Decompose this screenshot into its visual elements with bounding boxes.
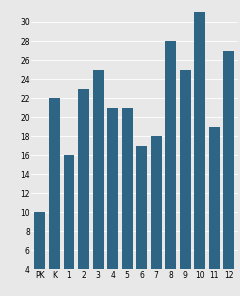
Bar <box>93 70 103 296</box>
Bar <box>64 155 74 296</box>
Bar <box>209 127 220 296</box>
Bar <box>194 12 205 296</box>
Bar <box>107 108 118 296</box>
Bar <box>136 146 147 296</box>
Bar <box>180 70 191 296</box>
Bar <box>35 212 45 296</box>
Bar <box>165 41 176 296</box>
Bar <box>122 108 132 296</box>
Bar <box>78 89 89 296</box>
Bar <box>223 51 234 296</box>
Bar <box>49 98 60 296</box>
Bar <box>151 136 162 296</box>
